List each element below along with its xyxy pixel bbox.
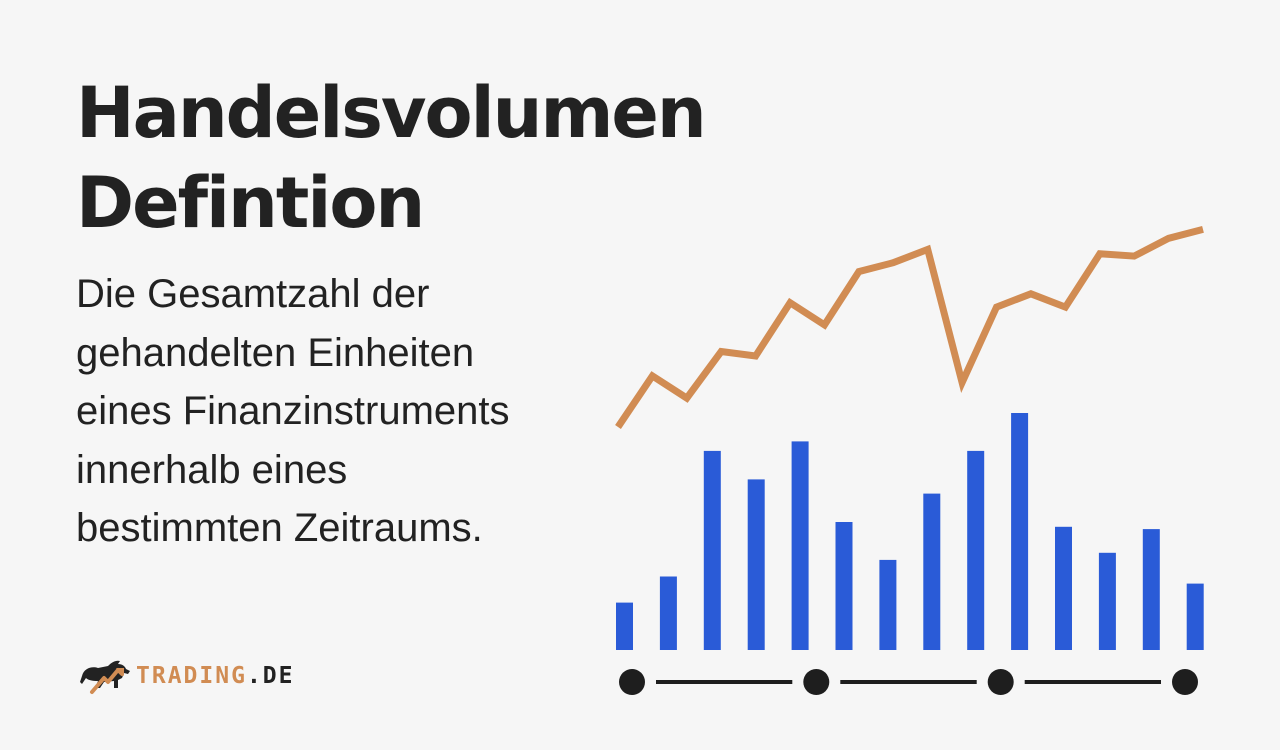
volume-bar — [616, 602, 633, 650]
brand-wordmark: TRADING.DE — [136, 663, 295, 689]
timeline-marker — [1172, 669, 1198, 695]
bull-icon — [80, 660, 130, 694]
definition-line-5: bestimmten Zeitraums. — [76, 506, 483, 550]
definition-line-2: gehandelten Einheiten — [76, 330, 475, 375]
volume-bar — [1186, 583, 1204, 650]
volume-bar — [923, 493, 941, 650]
volume-bar — [1055, 526, 1072, 650]
timeline-marker — [619, 669, 645, 695]
title-line-2: Defintion — [76, 162, 425, 244]
title-line-1: Handelsvolumen — [76, 72, 707, 154]
volume-bar — [967, 450, 985, 650]
timeline-marker — [803, 669, 830, 695]
page-title: Handelsvolumen Defintion — [76, 68, 776, 248]
volume-bar — [703, 450, 721, 650]
definition-line-3: eines Finanzinstruments — [76, 389, 510, 433]
volume-bar — [879, 559, 897, 650]
volume-bar — [835, 522, 853, 650]
brand-tld: DE — [262, 663, 295, 689]
brand-logo: TRADING.DE — [78, 654, 295, 698]
brand-name: TRADING — [136, 663, 247, 689]
brand-dot: . — [246, 663, 263, 689]
volume-bar — [1011, 413, 1029, 650]
volume-bar — [1142, 529, 1160, 650]
volume-bar — [747, 479, 765, 650]
volume-bar — [659, 576, 677, 650]
timeline-marker — [987, 669, 1014, 695]
definition-line-4: innerhalb eines — [76, 447, 348, 492]
definition-text: Die Gesamtzahl der gehandelten Einheiten… — [76, 265, 596, 558]
price-line — [615, 226, 1204, 429]
volume-bar — [791, 441, 809, 650]
volume-bar — [1098, 552, 1116, 650]
definition-line-1: Die Gesamtzahl der — [76, 272, 430, 316]
